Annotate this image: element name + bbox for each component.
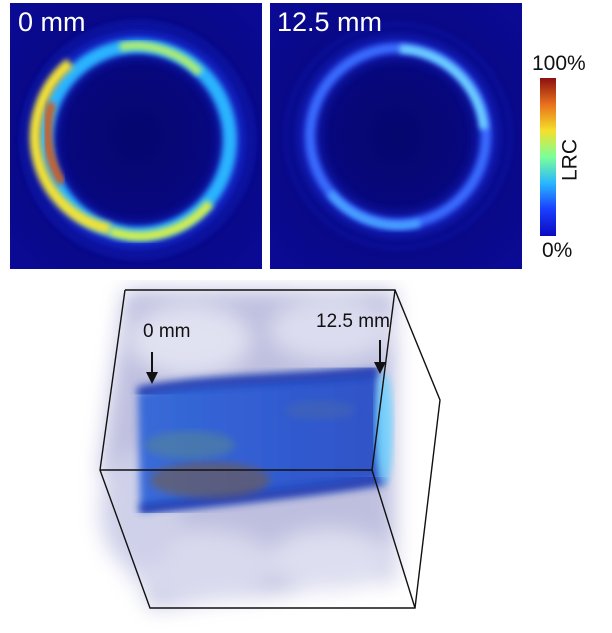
volume-label-12-5mm: 12.5 mm: [316, 311, 390, 332]
ring-image-0mm: [10, 3, 262, 269]
arrow-start: [146, 352, 158, 384]
tube-end-cap: [375, 372, 393, 484]
ring-bright-bottom: [327, 190, 421, 230]
ring-image-12-5mm: [270, 3, 522, 269]
ring-ripple: [284, 22, 512, 250]
tube-wall-top: [136, 365, 379, 397]
volume-rendering: [0, 280, 612, 628]
ring-peak: [43, 101, 66, 186]
colorbar-max-label: 100%: [532, 52, 586, 75]
panel-label-12-5mm: 12.5 mm: [277, 7, 383, 37]
ring-ripple: [20, 20, 256, 260]
cross-section-0mm: 0 mm: [10, 3, 262, 269]
cube-edges: [99, 289, 441, 609]
colorbar-min-label: 0%: [542, 239, 573, 262]
tube-warm-region-2: [285, 400, 355, 420]
panel-label-0mm: 0 mm: [18, 7, 86, 37]
colorbar: [540, 78, 556, 236]
colorbar-title: LRC: [558, 138, 582, 182]
volume-label-0mm: 0 mm: [143, 321, 191, 342]
ring-warm-bottom: [108, 200, 214, 241]
tube-hot-region: [150, 462, 270, 498]
ring-warm-top: [119, 41, 203, 76]
volume-cube: [99, 289, 441, 609]
tube-wall-bottom: [139, 475, 385, 515]
ring-bright-top: [399, 45, 488, 130]
tube-warm-region: [145, 431, 235, 459]
cross-section-12-5mm: 12.5 mm: [270, 3, 522, 269]
arrow-end: [374, 340, 386, 374]
ring-hot-left: [29, 58, 112, 235]
